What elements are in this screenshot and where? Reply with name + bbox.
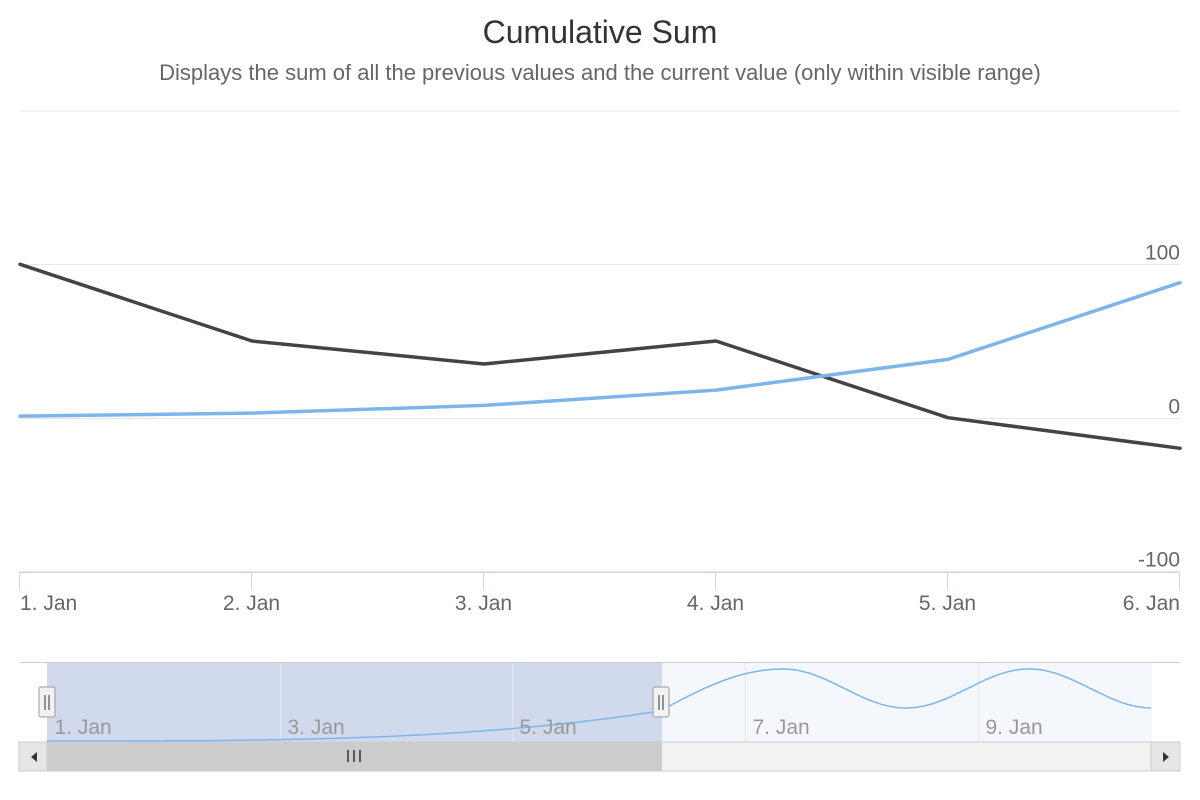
- navigator[interactable]: 1. Jan 3. Jan 5. Jan 7. Jan 9. Jan: [20, 662, 1180, 743]
- y-tick-label: 100: [1145, 242, 1180, 265]
- series-2-point[interactable]: [483, 404, 485, 406]
- navigator-tick-label: 5. Jan: [520, 716, 577, 739]
- y-tick-label: -100: [1138, 549, 1180, 572]
- x-tick-label: 2. Jan: [223, 592, 280, 615]
- series-1-point[interactable]: [483, 363, 485, 365]
- series-1-point[interactable]: [1179, 447, 1181, 449]
- navigator-x-axis: 1. Jan 3. Jan 5. Jan 7. Jan 9. Jan: [55, 716, 1043, 739]
- navigator-selected-range[interactable]: [47, 663, 662, 742]
- x-tick-label: 1. Jan: [20, 592, 77, 615]
- navigator-right-handle[interactable]: [652, 686, 670, 718]
- series-1-line[interactable]: [18, 262, 1182, 451]
- scroll-right-button[interactable]: [1150, 741, 1181, 772]
- x-tick-label: 4. Jan: [687, 592, 744, 615]
- arrow-left-icon: [31, 752, 37, 762]
- y-tick-label: 0: [1168, 396, 1180, 419]
- series-2-point[interactable]: [947, 358, 949, 360]
- series-2-point[interactable]: [251, 412, 253, 414]
- arrow-right-icon: [1163, 752, 1169, 762]
- chart-title: Cumulative Sum: [482, 14, 718, 50]
- series-1-point[interactable]: [715, 340, 717, 342]
- series-2-point[interactable]: [715, 389, 717, 391]
- series-2-point[interactable]: [1179, 282, 1181, 284]
- scrollbar[interactable]: [18, 741, 1181, 772]
- navigator-tick-label: 3. Jan: [288, 716, 345, 739]
- series-2-point[interactable]: [19, 415, 21, 417]
- series-group: [18, 262, 1182, 451]
- navigator-left-handle[interactable]: [38, 686, 56, 718]
- series-1-point[interactable]: [251, 340, 253, 342]
- scroll-left-button[interactable]: [18, 741, 48, 772]
- x-tick-label: 5. Jan: [919, 592, 976, 615]
- chart-subtitle: Displays the sum of all the previous val…: [159, 60, 1041, 85]
- series-1-point[interactable]: [19, 263, 21, 265]
- navigator-outside-area: [662, 663, 1152, 742]
- y-axis: -100 0 100: [1138, 242, 1180, 572]
- navigator-tick-label: 9. Jan: [986, 716, 1043, 739]
- navigator-tick-label: 7. Jan: [753, 716, 810, 739]
- navigator-tick-label: 1. Jan: [55, 716, 112, 739]
- scrollbar-grip-icon: [347, 750, 361, 762]
- y-grid: [20, 110, 1180, 572]
- x-tick-label: 6. Jan: [1123, 592, 1180, 615]
- navigator-series-line: [47, 668, 1152, 742]
- x-tick-label: 3. Jan: [455, 592, 512, 615]
- series-1-point[interactable]: [947, 417, 949, 419]
- x-axis: 1. Jan 2. Jan 3. Jan 4. Jan 5. Jan 6. Jan: [19, 572, 1180, 615]
- series-2-line[interactable]: [18, 280, 1182, 418]
